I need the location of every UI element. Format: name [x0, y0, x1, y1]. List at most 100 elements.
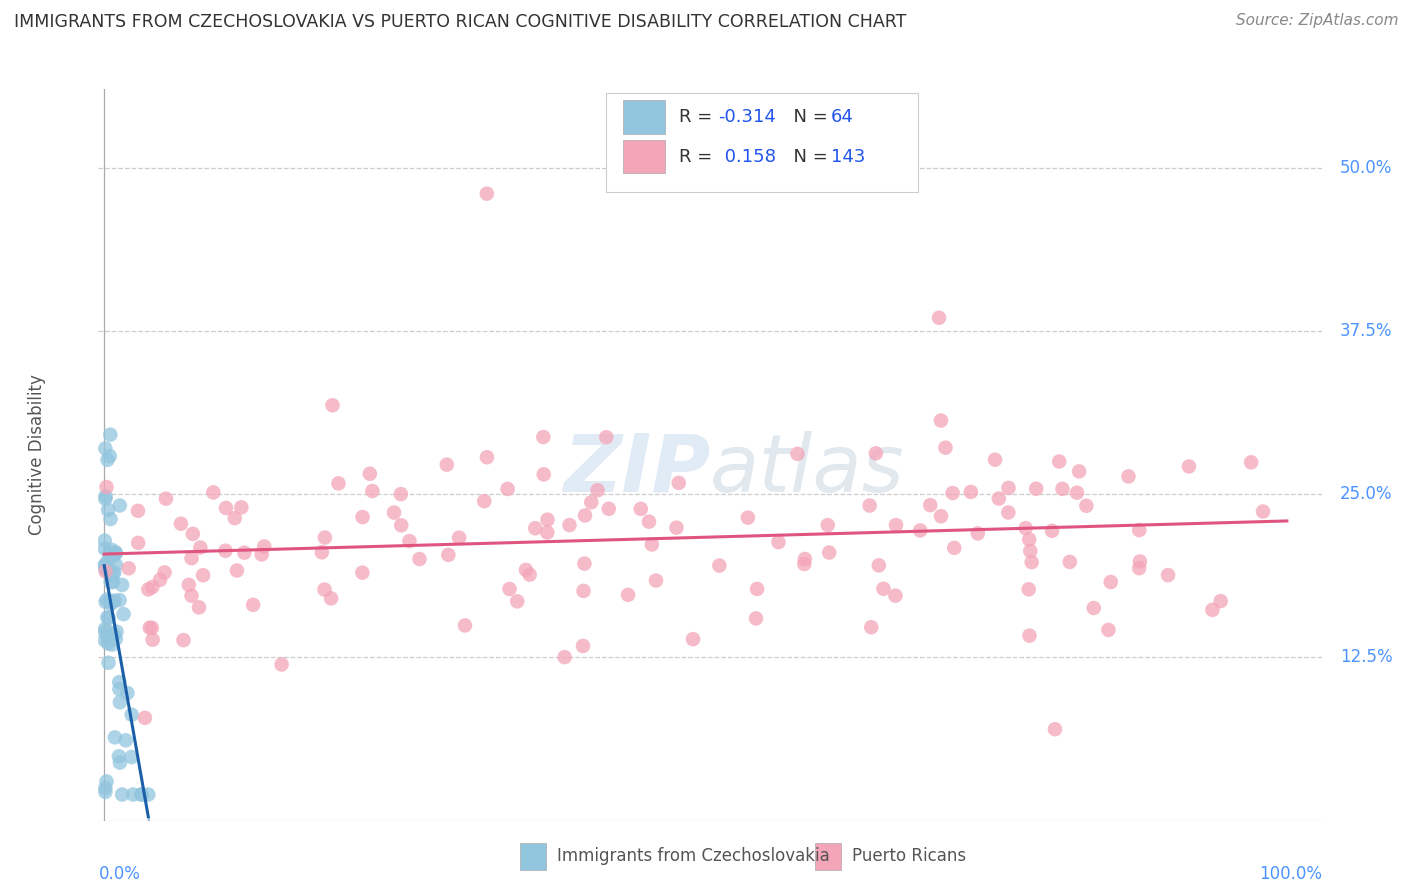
Point — [745, 582, 768, 596]
Point — [96, 628, 118, 642]
Point — [138, 582, 160, 597]
Point — [177, 578, 200, 592]
Point — [966, 526, 988, 541]
Point — [1240, 455, 1263, 469]
Point — [928, 310, 950, 325]
Point — [630, 501, 652, 516]
Point — [737, 510, 759, 524]
Point — [1097, 623, 1119, 637]
Text: Cognitive Disability: Cognitive Disability — [28, 375, 46, 535]
Point — [1076, 499, 1098, 513]
Point — [98, 449, 121, 463]
Point — [131, 788, 153, 802]
Point — [786, 447, 808, 461]
Point — [595, 430, 617, 444]
Text: 0.158: 0.158 — [718, 147, 776, 166]
Point — [1040, 524, 1063, 538]
Point — [709, 558, 731, 573]
Point — [121, 750, 143, 764]
Point — [311, 545, 333, 559]
Point — [101, 574, 124, 589]
Point — [97, 636, 120, 650]
Point — [768, 535, 790, 549]
Point — [1178, 459, 1201, 474]
Point — [942, 486, 965, 500]
Point — [436, 458, 458, 472]
Point — [226, 564, 249, 578]
Point — [94, 595, 117, 609]
Point — [598, 501, 620, 516]
Point — [153, 566, 176, 580]
Point — [103, 593, 125, 607]
Point — [96, 480, 118, 494]
Point — [1066, 485, 1088, 500]
Text: IMMIGRANTS FROM CZECHOSLOVAKIA VS PUERTO RICAN COGNITIVE DISABILITY CORRELATION : IMMIGRANTS FROM CZECHOSLOVAKIA VS PUERTO… — [14, 13, 907, 31]
Point — [134, 711, 156, 725]
Point — [108, 593, 131, 607]
Text: -0.314: -0.314 — [718, 108, 776, 126]
Point — [641, 537, 664, 551]
Point — [321, 398, 343, 412]
Point — [111, 788, 134, 802]
Point — [818, 545, 841, 559]
Point — [1052, 482, 1074, 496]
Point — [1047, 454, 1070, 468]
Point — [498, 582, 520, 596]
Point — [860, 620, 883, 634]
Point — [94, 491, 117, 506]
Point — [108, 756, 131, 770]
Point — [103, 549, 125, 563]
Point — [668, 475, 690, 490]
Point — [104, 632, 127, 646]
Point — [101, 542, 124, 557]
Point — [202, 485, 225, 500]
Point — [155, 491, 177, 506]
Point — [865, 446, 887, 460]
Point — [112, 607, 135, 621]
Point — [180, 589, 202, 603]
Text: 143: 143 — [831, 147, 865, 166]
Point — [250, 548, 273, 562]
Point — [233, 546, 256, 560]
Point — [191, 568, 214, 582]
Point — [139, 621, 162, 635]
Point — [817, 518, 839, 533]
Point — [141, 621, 163, 635]
Point — [934, 441, 956, 455]
Text: ZIP: ZIP — [562, 431, 710, 508]
Point — [868, 558, 890, 573]
Point — [793, 557, 815, 571]
Point — [554, 650, 576, 665]
Point — [94, 624, 117, 639]
Text: N =: N = — [782, 108, 834, 126]
Point — [96, 452, 118, 467]
Point — [170, 516, 193, 531]
Point — [682, 632, 704, 647]
Point — [1025, 482, 1047, 496]
Point — [94, 622, 117, 636]
Point — [1018, 533, 1040, 547]
Point — [745, 611, 768, 625]
Point — [1018, 582, 1040, 597]
Point — [94, 565, 117, 579]
Point — [408, 552, 430, 566]
Point — [1209, 594, 1232, 608]
Text: 12.5%: 12.5% — [1340, 648, 1392, 666]
Point — [884, 518, 907, 533]
Point — [1251, 504, 1274, 518]
Point — [172, 633, 194, 648]
Point — [108, 499, 131, 513]
Text: R =: R = — [679, 108, 718, 126]
Point — [389, 487, 412, 501]
Point — [101, 595, 124, 609]
Point — [94, 785, 117, 799]
Text: 0.0%: 0.0% — [98, 864, 141, 882]
Point — [475, 186, 498, 201]
Point — [100, 512, 122, 526]
Point — [103, 566, 125, 580]
Point — [100, 597, 122, 611]
Point — [1043, 723, 1066, 737]
Point — [1157, 568, 1180, 582]
Point — [181, 526, 204, 541]
Point — [108, 695, 131, 709]
